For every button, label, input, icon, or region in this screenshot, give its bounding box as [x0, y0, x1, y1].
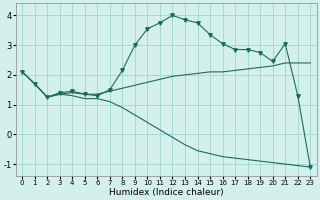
X-axis label: Humidex (Indice chaleur): Humidex (Indice chaleur) — [109, 188, 224, 197]
